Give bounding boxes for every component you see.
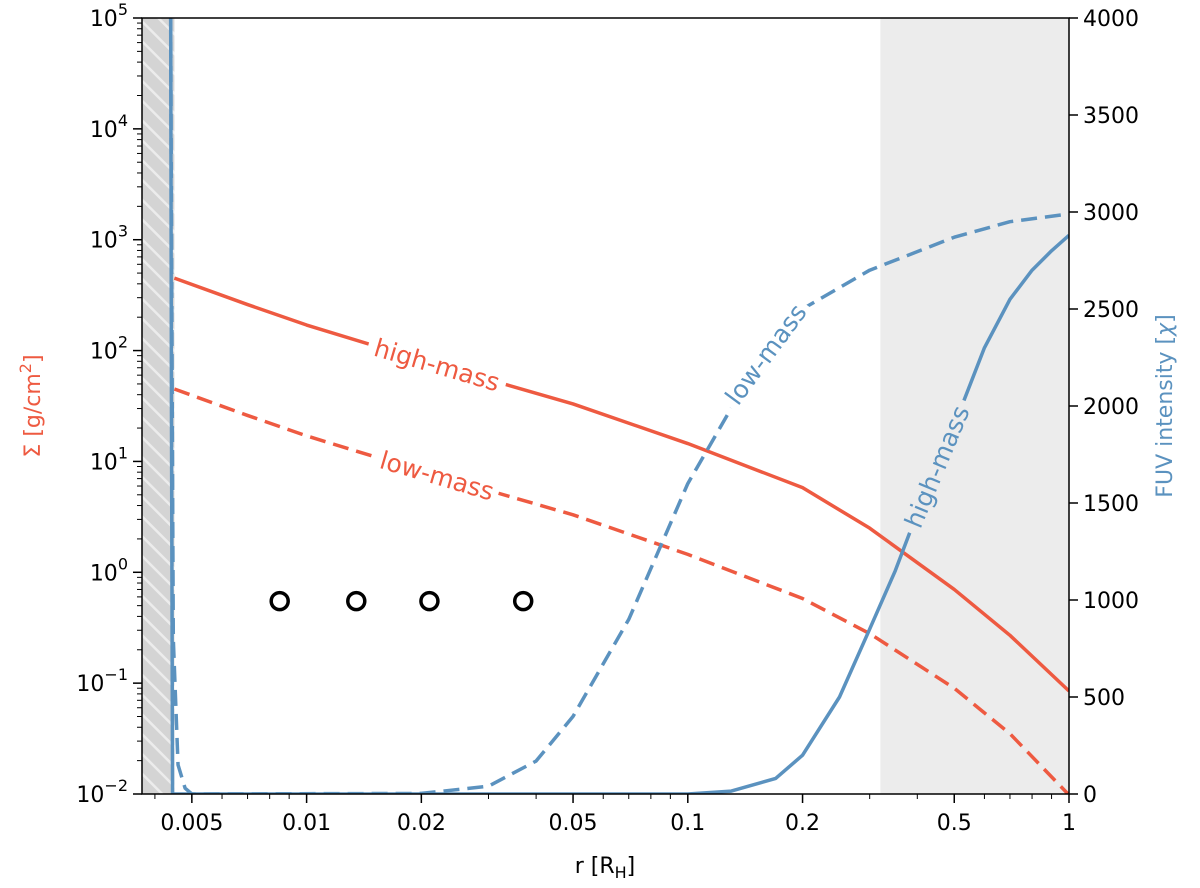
left-tick-label: 104 (90, 111, 128, 143)
left-axis-title: Σ [g/cm2] (16, 354, 46, 457)
left-tick-label: 105 (90, 0, 128, 32)
right-tick-label: 2000 (1083, 395, 1139, 420)
right-tick-label: 3500 (1083, 104, 1139, 129)
right-tick-label: 4000 (1083, 7, 1139, 32)
left-tick-base: 10 (90, 340, 118, 365)
left-tick-base: 10 (76, 672, 104, 697)
left-tick-exponent: −1 (104, 665, 128, 684)
curve-label-group: high-mass (363, 329, 511, 401)
curve-label-low-mass: low-mass (377, 446, 498, 507)
curve-label-background (714, 293, 817, 416)
curve-label-group: low-mass (371, 442, 504, 509)
x-tick-label: 1 (1062, 811, 1076, 836)
left-tick-label: 102 (90, 333, 128, 365)
curve-sigma-high-mass (173, 276, 1069, 693)
x-tick-label: 0.005 (160, 811, 223, 836)
curve-sigma-low-mass (173, 387, 1069, 794)
open-circle-marker (512, 590, 534, 612)
right-tick-label: 2500 (1083, 298, 1139, 323)
left-tick-exponent: 4 (118, 111, 128, 130)
left-tick-exponent: 0 (118, 554, 128, 573)
left-tick-base: 10 (90, 118, 118, 143)
left-tick-exponent: −2 (104, 776, 128, 795)
left-tick-label: 10−2 (76, 776, 128, 808)
right-tick-label: 1500 (1083, 492, 1139, 517)
x-axis-ticks: 0.005 0.01 0.02 0.05 0.1 0.2 0.5 1 (154, 794, 1076, 836)
x-tick-label: 0.01 (282, 811, 331, 836)
left-tick-exponent: 5 (118, 0, 128, 19)
curve-label-background (894, 394, 980, 539)
left-tick-exponent: 3 (118, 222, 128, 241)
curve-fuv-high-mass (168, 18, 1069, 794)
left-tick-label: 101 (90, 443, 128, 475)
marker-layer (269, 590, 534, 612)
x-tick-label: 0.1 (670, 811, 705, 836)
curve-label-background (371, 442, 504, 509)
right-tick-label: 3000 (1083, 201, 1139, 226)
left-tick-base: 10 (90, 561, 118, 586)
right-tick-label: 0 (1083, 783, 1097, 808)
left-tick-base: 10 (90, 450, 118, 475)
left-tick-base: 10 (90, 7, 118, 32)
curve-label-low-mass: low-mass (719, 299, 812, 411)
inner-hatched-region (142, 18, 175, 794)
right-tick-label: 500 (1083, 686, 1125, 711)
open-circle-marker (269, 590, 290, 612)
curve-label-group: low-mass (714, 293, 817, 416)
left-tick-exponent: 1 (118, 443, 128, 462)
x-tick-label: 0.5 (937, 811, 972, 836)
left-tick-exponent: 2 (118, 333, 128, 352)
curve-label-high-mass: high-mass (371, 333, 503, 397)
left-axis-superscript: 2 (16, 363, 35, 373)
curve-fuv-low-mass (168, 18, 1069, 794)
right-tick-label: 1000 (1083, 589, 1139, 614)
x-tick-label: 0.02 (397, 811, 446, 836)
x-axis-title: r [RH] (575, 854, 636, 882)
left-tick-label: 100 (90, 554, 128, 586)
left-tick-label: 103 (90, 222, 128, 254)
open-circle-marker (419, 590, 440, 612)
x-axis-subscript: H (615, 863, 627, 882)
x-tick-label: 0.2 (785, 811, 820, 836)
left-tick-label: 10−1 (76, 665, 128, 697)
right-axis-chi-symbol: χ (1153, 322, 1178, 337)
right-axis-title: FUV intensity [χ] (1153, 314, 1178, 497)
shaded-regions (142, 18, 1069, 794)
left-tick-base: 10 (76, 783, 104, 808)
curve-layer (168, 18, 1069, 794)
open-circle-marker (346, 590, 367, 612)
curve-label-background (363, 329, 511, 401)
x-tick-label: 0.05 (549, 811, 598, 836)
left-tick-base: 10 (90, 229, 118, 254)
right-axis-ticks: 0 500 1000 1500 2000 2500 3000 3500 4000 (1069, 7, 1139, 808)
